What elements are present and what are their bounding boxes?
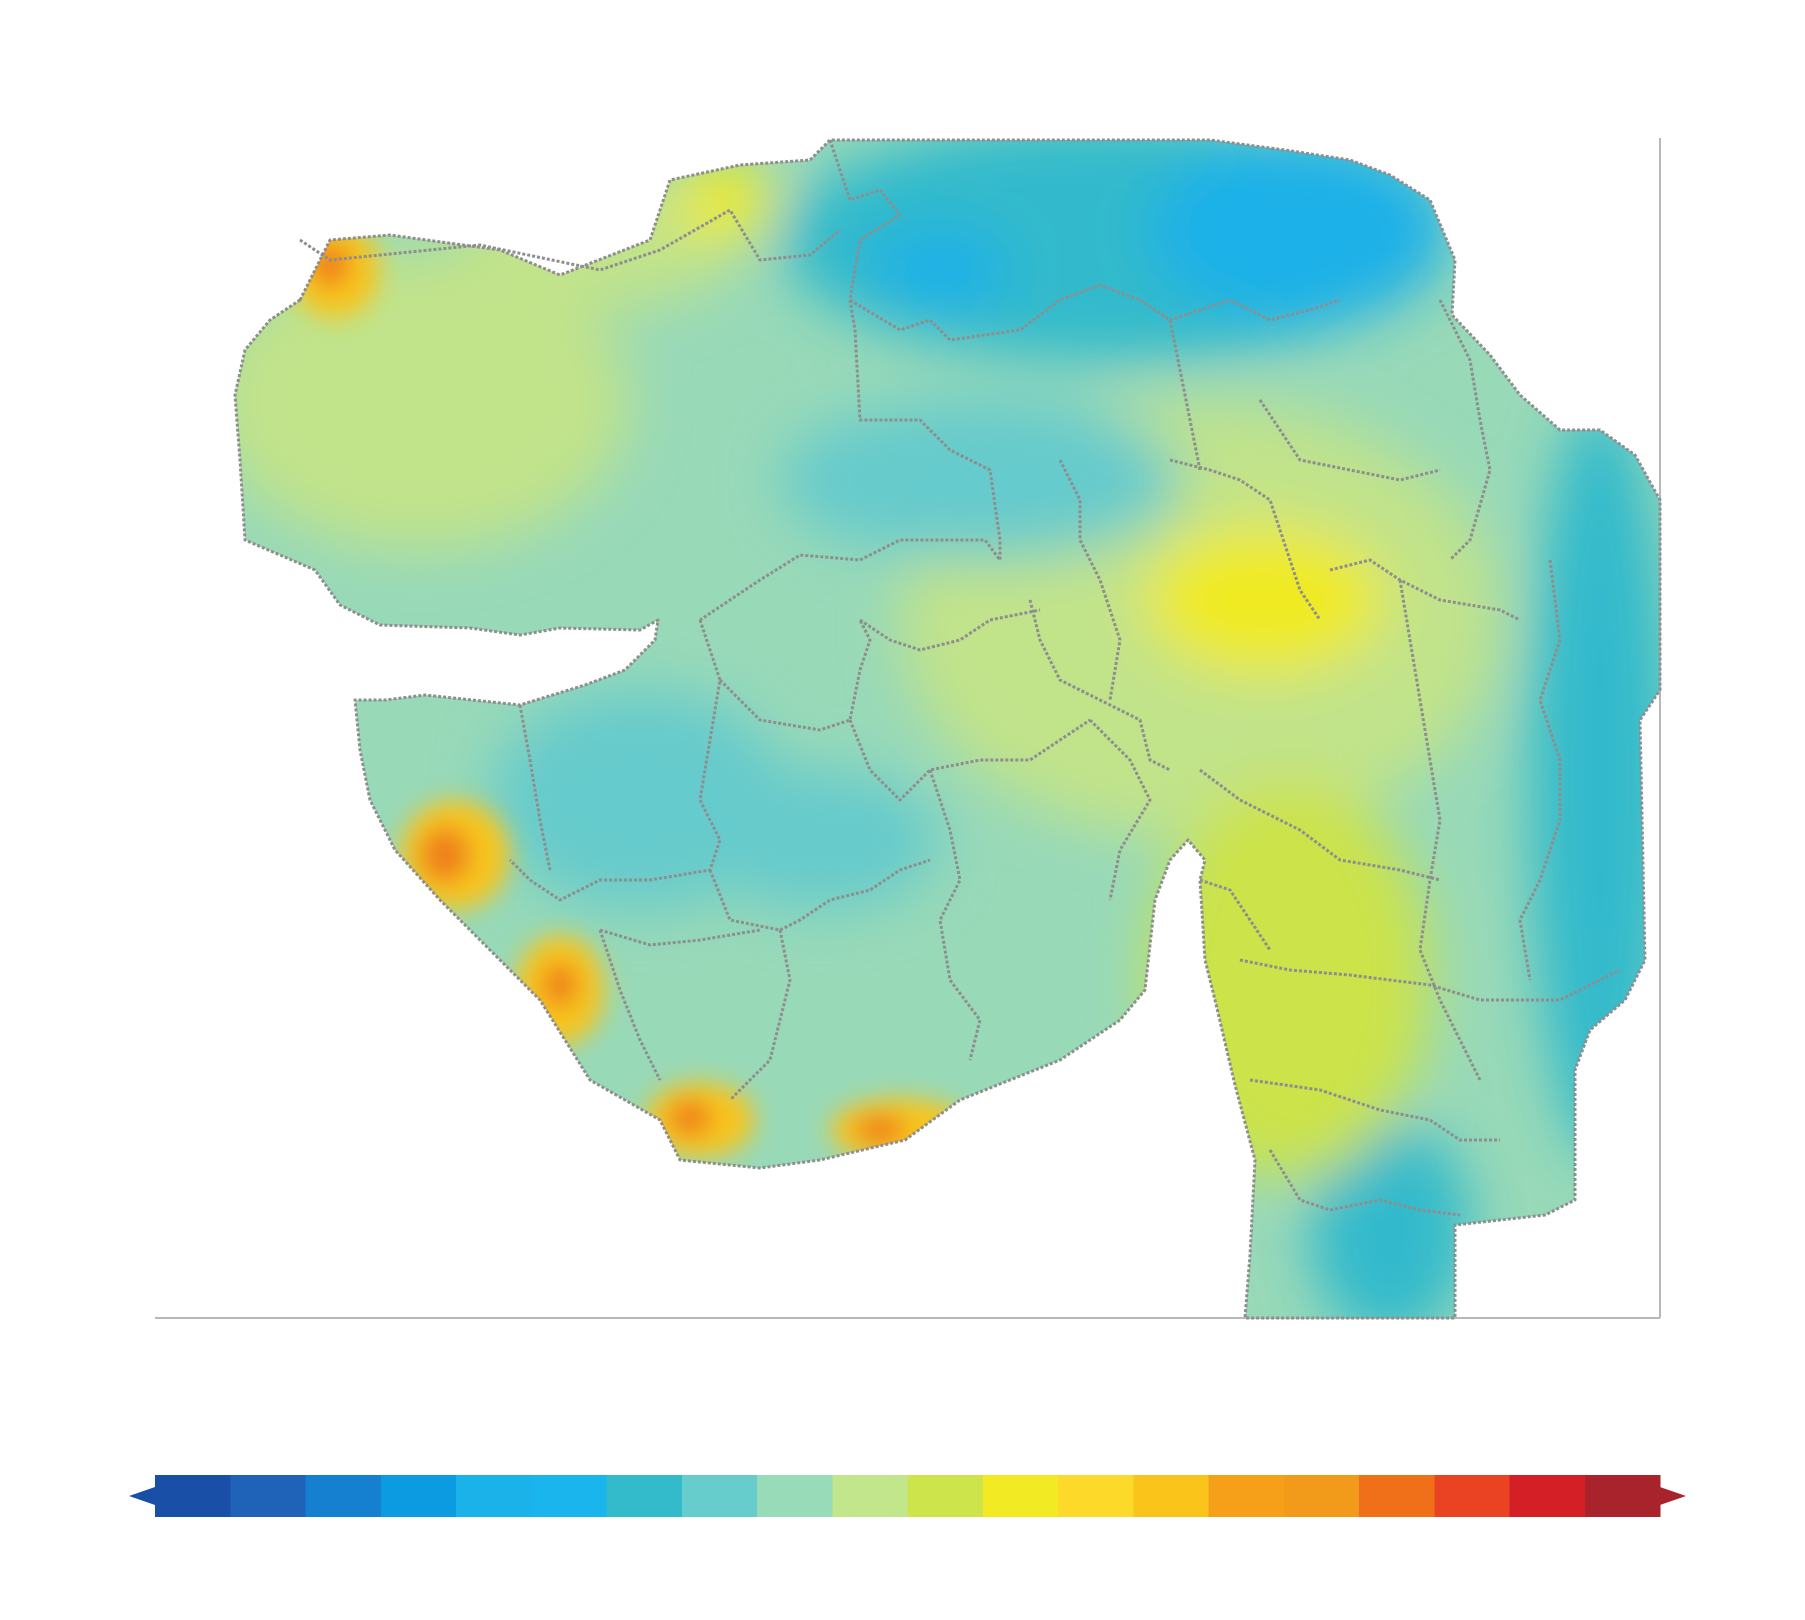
colorbar xyxy=(129,1475,1686,1517)
colorbar-segment xyxy=(1208,1475,1285,1517)
colorbar-segment xyxy=(606,1475,683,1517)
colorbar-segment xyxy=(982,1475,1059,1517)
interpolated-field xyxy=(235,140,1660,1318)
colorbar-segment xyxy=(456,1475,532,1517)
colorbar-segment xyxy=(531,1475,608,1517)
colorbar-segment xyxy=(1359,1475,1435,1517)
colorbar-segment xyxy=(1058,1475,1134,1517)
colorbar-segment xyxy=(380,1475,457,1517)
colorbar-segment xyxy=(1434,1475,1511,1517)
colorbar-segment xyxy=(681,1475,758,1517)
colorbar-segment xyxy=(907,1475,984,1517)
colorbar-segment xyxy=(1133,1475,1210,1517)
colorbar-under-arrow xyxy=(129,1487,155,1505)
colorbar-segment xyxy=(305,1475,382,1517)
colorbar-segment xyxy=(1509,1475,1586,1517)
colorbar-segment xyxy=(1584,1475,1661,1517)
colorbar-segment xyxy=(155,1475,231,1517)
colorbar-segment xyxy=(757,1475,833,1517)
colorbar-segment xyxy=(230,1475,307,1517)
colorbar-over-arrow xyxy=(1660,1487,1686,1505)
district-boundaries xyxy=(233,138,1662,1320)
colorbar-segment xyxy=(832,1475,909,1517)
colorbar-segment xyxy=(1283,1475,1360,1517)
